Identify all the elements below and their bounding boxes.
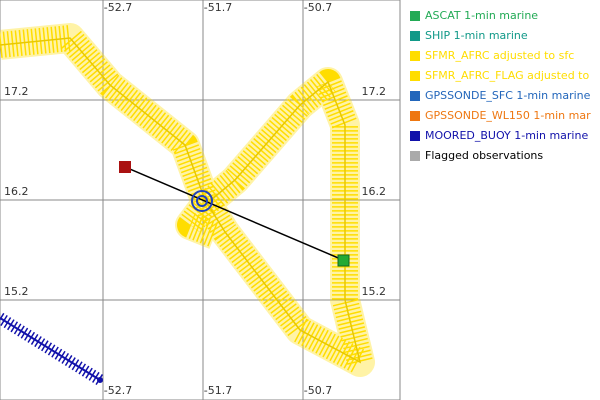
- lat-label-right: 16.2: [362, 185, 387, 198]
- lat-label-right: 15.2: [362, 285, 387, 298]
- center-ring: [191, 190, 213, 212]
- buoy-line: [0, 317, 101, 381]
- lon-label-top: -50.7: [304, 1, 332, 14]
- legend-label: MOORED_BUOY 1-min marine: [425, 129, 588, 142]
- start-marker: [119, 161, 131, 173]
- grid: [0, 0, 400, 400]
- legend-swatch: [410, 31, 420, 41]
- wind-swath: [0, 23, 375, 377]
- legend-swatch: [410, 151, 420, 161]
- lat-label-left: 16.2: [4, 185, 29, 198]
- legend-label: GPSSONDE_SFC 1-min marine: [425, 89, 591, 102]
- lon-label-bottom: -51.7: [204, 384, 232, 397]
- link-line: [124, 166, 344, 261]
- lon-label-top: -52.7: [104, 1, 132, 14]
- lon-label-top: -51.7: [204, 1, 232, 14]
- legend-swatch: [410, 71, 420, 81]
- buoy-track: [0, 312, 104, 386]
- legend-swatch: [410, 131, 420, 141]
- legend-label: SHIP 1-min marine: [425, 29, 528, 42]
- lat-label-left: 17.2: [4, 85, 29, 98]
- lat-label-left: 15.2: [4, 285, 29, 298]
- legend-swatch: [410, 91, 420, 101]
- legend-label: Flagged observations: [425, 149, 543, 162]
- end-marker: [337, 254, 350, 267]
- buoy-marker: [97, 377, 103, 383]
- legend-label: SFMR_AFRC adjusted to sfc: [425, 49, 574, 62]
- lat-label-right: 17.2: [362, 85, 387, 98]
- legend-swatch: [410, 11, 420, 21]
- legend-swatch: [410, 51, 420, 61]
- legend-swatch: [410, 111, 420, 121]
- lon-label-bottom: -50.7: [304, 384, 332, 397]
- legend: ASCAT 1-min marine SHIP 1-min marine SFMR_…: [410, 9, 591, 162]
- track-line: [0, 37, 362, 364]
- center-ring-inner: [196, 195, 208, 207]
- axis-labels: -52.7 -52.7 -51.7 -51.7 -50.7 -50.7 17.2 17.2 16…: [4, 1, 386, 397]
- legend-label: SFMR_AFRC_FLAG adjusted to: [425, 69, 589, 82]
- lon-label-bottom: -52.7: [104, 384, 132, 397]
- legend-label: ASCAT 1-min marine: [425, 9, 538, 22]
- legend-label: GPSSONDE_WL150 1-min mar: [425, 109, 591, 122]
